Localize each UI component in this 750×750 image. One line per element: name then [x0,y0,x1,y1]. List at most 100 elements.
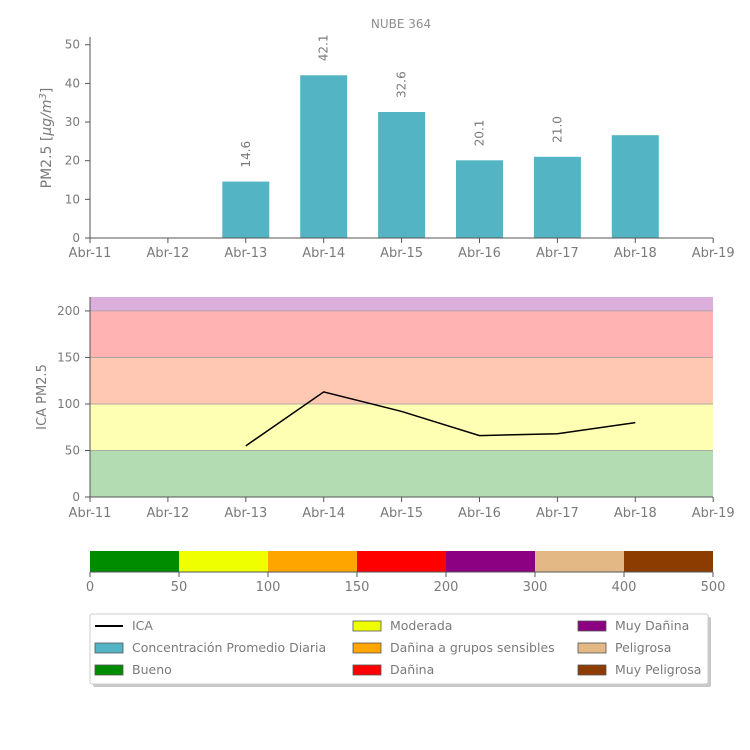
ica-gridlines [90,310,713,451]
bar-y-label-exp: 3 [38,93,49,99]
legend-box-swatch [352,620,382,632]
scale-segment [90,551,179,572]
ica-series-line [245,391,636,447]
y-tick-label: 100 [57,397,80,411]
bar [300,75,348,239]
bar-y-axis-label: PM2.5 [μg/m3] [38,88,55,189]
legend-box-swatch [94,642,124,654]
legend-box [89,613,709,685]
x-tick-label: Abr-17 [536,246,579,261]
x-tick-label: Abr-19 [692,506,735,521]
scale-segment [268,551,357,572]
scale-tick-label: 100 [256,580,281,595]
bar-data-label: 42.1 [317,35,331,62]
y-tick-label: 0 [72,490,80,504]
pm25-bar-chart: NUBE 364 PM2.5 [μg/m3] 14.6 42.1 32.6 20.1 2… [38,17,735,261]
ica-bands [90,297,713,497]
bar-data-label: 14.6 [239,141,253,168]
bar [222,181,270,238]
x-tick-label: Abr-17 [536,506,579,521]
scale-segments [90,551,713,572]
scale-segment [624,551,713,572]
y-tick-label: 20 [65,154,80,168]
legend-label: Muy Peligrosa [615,662,701,677]
legend-label: Dañina a grupos sensibles [390,640,555,655]
x-tick-label: Abr-13 [224,506,267,521]
bar [611,135,659,238]
bar-data-label: 32.6 [395,71,409,98]
scale-tick-label: 300 [523,580,548,595]
bar [378,111,426,238]
y-tick-label: 50 [65,38,80,52]
x-tick-label: Abr-14 [302,246,345,261]
ica-x-ticks: Abr-11 Abr-12 Abr-13 Abr-14 Abr-15 Abr-16 Abr-… [69,497,735,521]
x-tick-label: Abr-18 [614,506,657,521]
scale-segment [446,551,535,572]
legend-box-swatch [352,642,382,654]
scale-tick-label: 200 [434,580,459,595]
x-tick-label: Abr-15 [380,506,423,521]
legend-label: Peligrosa [615,640,671,655]
bar [456,160,503,238]
scale-segment [535,551,624,572]
legend: ICA Concentración Promedio Diaria Bueno Mod… [89,613,711,687]
bar-x-ticks: Abr-11 Abr-12 Abr-13 Abr-14 Abr-15 Abr-16 Abr-… [69,238,735,261]
scale-ticks: 0 50 100 150 200 300 400 500 [86,572,726,595]
bar-y-label-unit: μg/m [39,99,55,136]
x-tick-label: Abr-11 [69,246,112,261]
legend-label: ICA [132,618,153,633]
chart-title: NUBE 364 [371,17,431,31]
legend-label: Bueno [132,662,172,677]
ica-band [90,357,713,404]
scale-tick-label: 150 [345,580,370,595]
bar-data-label: 21.0 [550,116,564,143]
ica-band [90,297,713,311]
bar-data-labels: 14.6 42.1 32.6 20.1 21.0 [239,35,565,168]
legend-label: Dañina [390,662,434,677]
x-tick-label: Abr-14 [302,506,345,521]
ica-color-scale: 0 50 100 150 200 300 400 500 [86,551,726,595]
scale-tick-label: 400 [612,580,637,595]
bar-data-label: 20.1 [473,120,487,147]
bar-y-ticks: 0 10 20 30 40 50 [65,38,90,245]
ica-y-ticks: 0 50 100 150 200 [57,304,90,504]
x-tick-label: Abr-16 [458,506,501,521]
ica-band [90,450,713,497]
ica-y-axis-label: ICA PM2.5 [35,364,50,430]
scale-tick-label: 500 [701,580,726,595]
y-tick-label: 200 [57,304,80,318]
scale-segment [179,551,268,572]
scale-tick-label: 50 [171,580,188,595]
bar-y-label-close: ] [39,88,55,93]
y-tick-label: 10 [65,192,80,206]
x-tick-label: Abr-15 [380,246,423,261]
x-tick-label: Abr-12 [146,246,189,261]
legend-box-swatch [94,664,124,676]
legend-items: ICA Concentración Promedio Diaria Bueno Mod… [94,618,701,677]
legend-box-swatch [577,620,607,632]
y-tick-label: 50 [65,443,80,457]
x-tick-label: Abr-13 [224,246,267,261]
scale-tick-label: 0 [86,580,94,595]
scale-segment [357,551,446,572]
y-tick-label: 40 [65,76,80,90]
x-tick-label: Abr-11 [69,506,112,521]
bar-marks [222,75,659,239]
legend-label: Concentración Promedio Diaria [132,640,326,655]
x-tick-label: Abr-19 [692,246,735,261]
x-tick-label: Abr-12 [146,506,189,521]
legend-label: Muy Dañina [615,618,689,633]
legend-box-swatch [577,642,607,654]
y-tick-label: 150 [57,350,80,364]
x-tick-label: Abr-18 [614,246,657,261]
legend-box-swatch [352,664,382,676]
bar-y-label-main: PM2.5 [ [39,136,55,189]
y-tick-label: 30 [65,115,80,129]
legend-box-swatch [577,664,607,676]
legend-label: Moderada [390,618,452,633]
x-tick-label: Abr-16 [458,246,501,261]
ica-band [90,310,713,358]
y-tick-label: 0 [72,231,80,245]
